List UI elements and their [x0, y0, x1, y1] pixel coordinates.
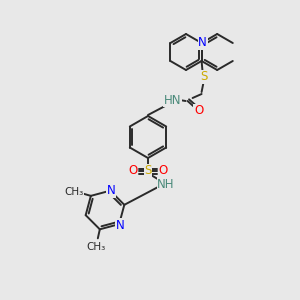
Text: O: O [194, 104, 203, 118]
Text: S: S [200, 70, 207, 83]
Text: CH₃: CH₃ [64, 187, 83, 197]
Text: N: N [107, 184, 116, 197]
Text: O: O [158, 164, 168, 178]
Text: O: O [128, 164, 138, 178]
Text: N: N [116, 219, 124, 232]
Text: N: N [198, 37, 207, 50]
Text: S: S [144, 164, 152, 178]
Text: HN: HN [164, 94, 181, 106]
Text: CH₃: CH₃ [86, 242, 105, 252]
Text: NH: NH [157, 178, 175, 190]
